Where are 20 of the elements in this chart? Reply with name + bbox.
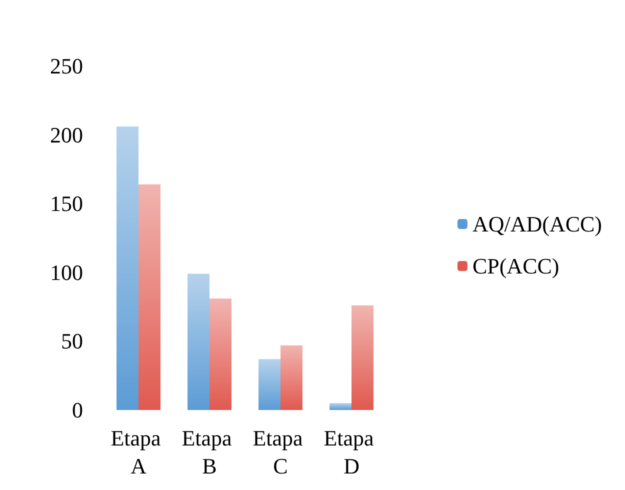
y-tick-label: 0 [72, 398, 83, 422]
bar [352, 305, 374, 410]
y-tick-label: 50 [61, 328, 83, 354]
y-tick-label: 250 [50, 54, 83, 78]
bar [188, 274, 210, 410]
x-tick-label: Etapa B [182, 426, 238, 478]
bar [258, 359, 280, 410]
x-tick-label: Etapa D [324, 426, 380, 478]
bar [280, 345, 302, 410]
x-tick-label: Etapa C [252, 426, 308, 478]
x-tick-label: Etapa A [110, 426, 166, 478]
y-tick-label: 150 [50, 191, 83, 216]
bar [116, 126, 138, 410]
bar [330, 403, 352, 410]
legend-label: CP(ACC) [472, 254, 560, 278]
bar [210, 298, 232, 410]
y-tick-label: 200 [50, 122, 83, 148]
legend-label: AQ/AD(ACC) [472, 212, 602, 236]
y-tick-label: 100 [50, 260, 83, 285]
bar [138, 184, 160, 410]
